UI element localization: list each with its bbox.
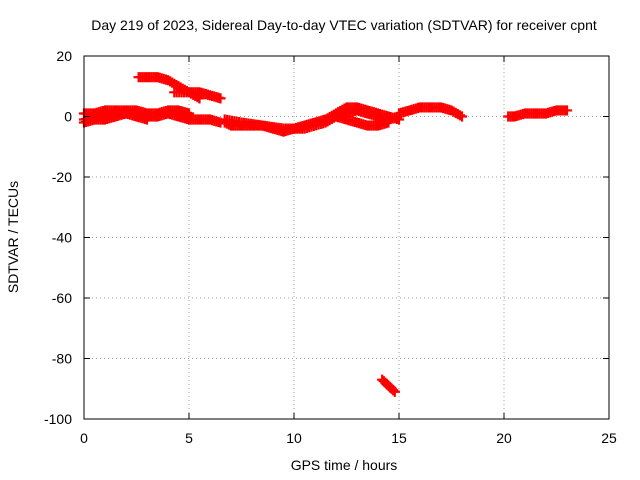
series-arc-10 <box>393 102 468 122</box>
data-point <box>183 108 195 119</box>
series-arc-3 <box>78 105 195 119</box>
x-tick-label: 20 <box>496 430 512 446</box>
y-axis-label: SDTVAR / TECUs <box>5 181 21 293</box>
data-point <box>215 93 226 104</box>
y-tick-label: -60 <box>52 290 72 306</box>
x-tick-label: 25 <box>601 430 617 446</box>
data-point <box>383 117 394 128</box>
y-tick-label: -40 <box>52 230 72 246</box>
data-points <box>78 72 573 397</box>
data-point <box>561 105 573 116</box>
series-arc-9 <box>377 374 400 397</box>
y-tick-label: 0 <box>64 109 72 125</box>
x-tick-label: 0 <box>80 430 88 446</box>
series-arc-5 <box>169 87 226 104</box>
x-axis-label: GPS time / hours <box>291 457 398 473</box>
axis-ticks: 0 5 10 15 20 25 -100 -80 -60 -40 -20 0 20 <box>44 48 617 446</box>
data-point <box>456 111 468 122</box>
series-arc-11 <box>503 105 573 122</box>
data-point <box>389 386 400 397</box>
x-tick-label: 5 <box>185 430 193 446</box>
chart-title: Day 219 of 2023, Sidereal Day-to-day VTE… <box>91 17 597 33</box>
x-tick-label: 15 <box>391 430 407 446</box>
y-tick-label: 20 <box>56 48 72 64</box>
series-arc-8 <box>330 111 394 131</box>
y-tick-label: -20 <box>52 169 72 185</box>
y-tick-label: -80 <box>52 351 72 367</box>
x-tick-label: 10 <box>286 430 302 446</box>
y-tick-label: -100 <box>44 411 72 427</box>
